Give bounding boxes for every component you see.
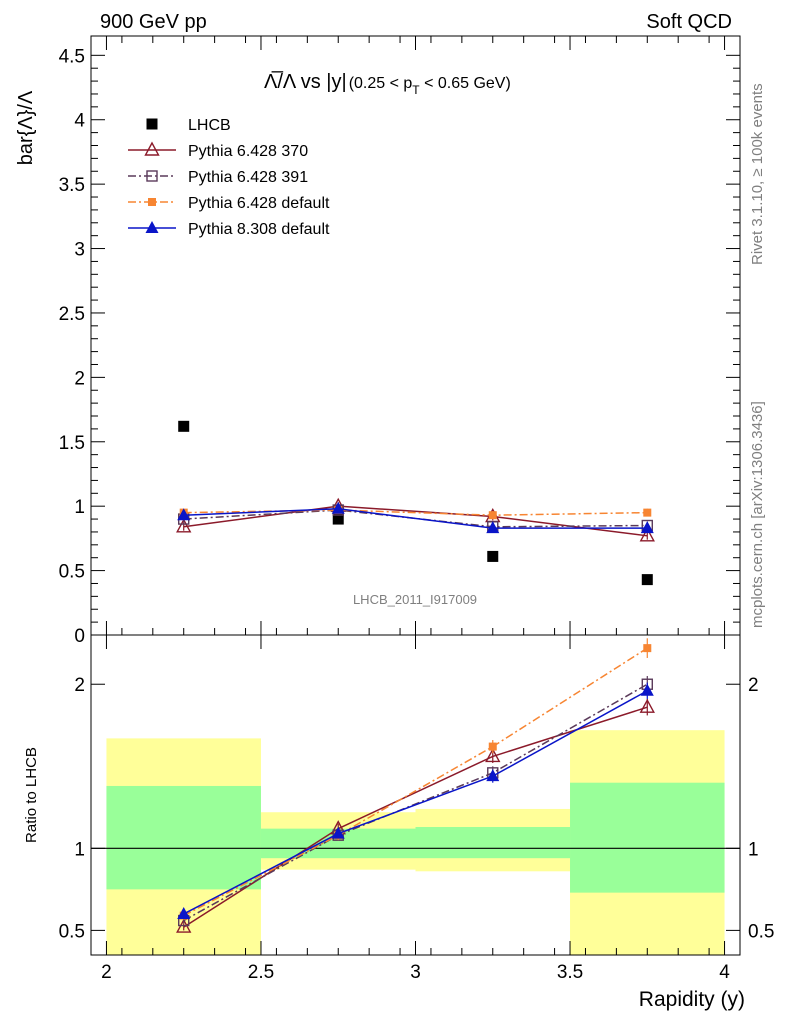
main-point-3-3 (643, 508, 652, 517)
axes: 0 0.5 1 1.5 2 2.5 3 3.5 4 4.5 0.5 0.5 1 1 2 2 2 2.5 3 3.5 4 (59, 35, 774, 983)
ratio-bands (106, 730, 725, 955)
ratio-point-3-0 (177, 906, 191, 919)
main-title-cut: (0.25 < p (349, 75, 413, 92)
main-ytick-label-4: 2 (74, 368, 85, 389)
ratio-ytick-label-right-2: 2 (748, 675, 759, 696)
main-point-0-2 (487, 550, 499, 562)
ratio-series-line-1 (183, 683, 648, 922)
rivet-label: Rivet 3.1.10, ≥ 100k events (749, 83, 766, 265)
main-title: Λ̅/Λ vs |y| (0.25 < pT < 0.65 GeV) (264, 70, 511, 97)
ratio-point-0-3 (639, 698, 655, 713)
main-title-cut-sub: T (412, 83, 420, 97)
ratio-ytick-label-2: 2 (74, 675, 85, 696)
ratio-series-line-3 (183, 690, 648, 915)
ratio-point-2-2 (488, 742, 497, 751)
ratio-point-3-3 (640, 683, 654, 696)
analysis-id: LHCB_2011_I917009 (353, 592, 477, 607)
main-series-line-4 (183, 508, 648, 529)
x-axis-label: Rapidity (y) (639, 988, 745, 1011)
main-ytick-label-2: 1 (74, 497, 85, 518)
ratio-ytick-label-right-1: 1 (748, 839, 759, 860)
legend-marker-2 (146, 170, 158, 182)
legend-marker-0 (146, 118, 158, 130)
legend-marker-1 (144, 141, 160, 156)
main-title-cut-end: < 0.65 GeV) (420, 75, 511, 92)
xtick-label-1: 2.5 (248, 962, 274, 983)
main-point-1-3 (639, 527, 655, 542)
main-title-text: Λ̅/Λ vs |y| (264, 70, 347, 93)
main-point-3-2 (488, 511, 497, 520)
xtick-label-0: 2 (101, 962, 112, 983)
ratio-series-line-2 (183, 647, 648, 917)
main-point-1-0 (176, 518, 192, 533)
main-ytick-label-5: 2.5 (59, 304, 85, 325)
main-ytick-label-3: 1.5 (59, 433, 85, 454)
legend-label-0: LHCB (188, 117, 231, 134)
energy-label: 900 GeV pp (100, 11, 207, 33)
main-ylabel: bar{Λ}/Λ (15, 90, 37, 165)
main-series-line-3 (183, 509, 648, 516)
process-label: Soft QCD (646, 11, 732, 33)
main-point-4-2 (486, 521, 500, 534)
main-point-0-1 (332, 513, 344, 525)
ratio-band-green-2 (415, 827, 571, 859)
main-ytick-label-6: 3 (74, 240, 85, 261)
main-ytick-label-1: 0.5 (59, 562, 85, 583)
xtick-label-4: 4 (719, 962, 730, 983)
main-ytick-label-7: 3.5 (59, 175, 85, 196)
ratio-point-2-3 (643, 644, 652, 653)
ratio-ytick-label-1: 1 (74, 839, 85, 860)
legend-marker-3 (148, 198, 156, 206)
ratio-point-3-1 (331, 826, 345, 839)
main-ytick-label-9: 4.5 (59, 46, 85, 67)
ratio-series-line-0 (183, 706, 648, 928)
ratio-plot-area (91, 638, 740, 933)
ratio-point-0-2 (485, 747, 501, 763)
main-point-4-3 (640, 521, 654, 534)
main-series-line-2 (183, 509, 648, 528)
legend: LHCB Pythia 6.428 370 Pythia 6.428 391 Pyth… (128, 117, 330, 238)
main-ytick-label-8: 4 (74, 111, 85, 132)
mcplots-label: mcplots.cern.ch [arXiv:1306.3436] (749, 401, 766, 628)
xtick-label-2: 3 (410, 962, 421, 983)
main-point-4-0 (177, 508, 191, 521)
ratio-ytick-label-0: 0.5 (59, 921, 85, 942)
legend-label-4: Pythia 8.308 default (188, 221, 330, 238)
ratio-ylabel: Ratio to LHCB (23, 747, 40, 843)
legend-label-3: Pythia 6.428 default (188, 195, 330, 212)
main-plot-area (176, 420, 655, 586)
main-series-line-1 (183, 505, 648, 537)
main-point-0-3 (641, 574, 653, 586)
main-point-0-0 (178, 420, 190, 432)
ratio-band-green-0 (106, 785, 261, 890)
main-point-4-1 (331, 501, 345, 514)
ratio-ytick-label-right-0: 0.5 (748, 921, 774, 942)
legend-label-1: Pythia 6.428 370 (188, 143, 308, 160)
legend-label-2: Pythia 6.428 391 (188, 169, 308, 186)
ratio-band-green-3 (570, 782, 725, 893)
xtick-label-3: 3.5 (557, 962, 583, 983)
legend-marker-4 (145, 221, 159, 233)
ratio-point-3-2 (486, 769, 500, 782)
main-ytick-label-0: 0 (74, 626, 85, 647)
